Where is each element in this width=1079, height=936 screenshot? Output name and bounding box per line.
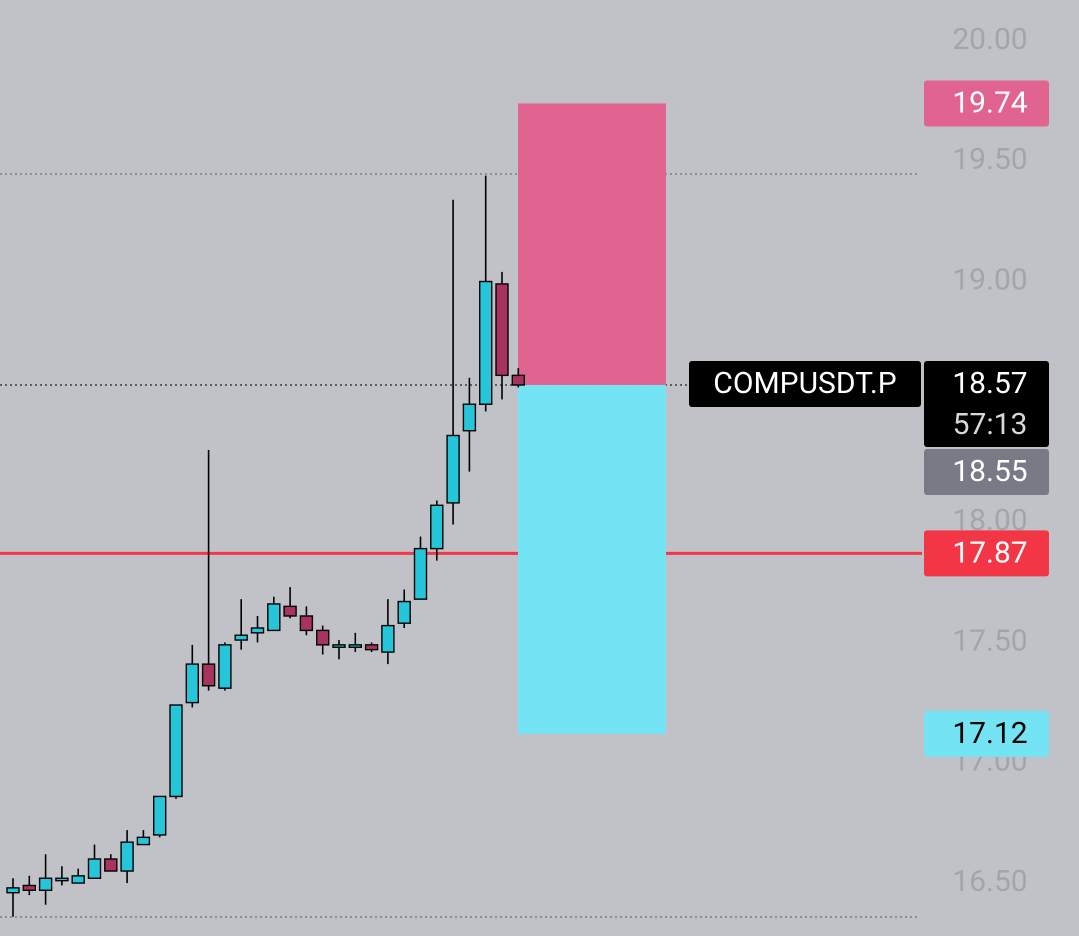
stop-zone — [518, 103, 666, 385]
candle-body — [218, 644, 232, 689]
candle-body — [120, 841, 134, 872]
candle-body — [316, 629, 330, 646]
y-tick-label: 19.00 — [952, 262, 1027, 297]
mark-price-label: 18.55 — [952, 454, 1027, 489]
candle-body — [136, 836, 151, 846]
candle-body — [413, 547, 428, 600]
mark-price-box — [924, 449, 1049, 495]
y-tick-label: 19.50 — [952, 142, 1027, 177]
candle-body — [430, 504, 444, 550]
candle-body — [201, 663, 216, 687]
position-tool — [518, 103, 666, 734]
candle-body — [6, 887, 20, 894]
y-tick-label: 16.50 — [952, 864, 1027, 899]
y-tick-label: 20.00 — [952, 22, 1027, 57]
stop-label-box — [924, 80, 1049, 127]
candle-body — [71, 875, 85, 884]
candle-body — [250, 627, 265, 634]
candle-body — [332, 644, 346, 648]
candle-body — [38, 877, 53, 891]
target-zone — [518, 384, 666, 734]
candle-body — [299, 615, 314, 632]
last-price-label: 18.57 — [952, 366, 1027, 401]
candles — [6, 175, 525, 917]
candle-body — [267, 603, 281, 632]
candle-body — [152, 795, 167, 836]
symbol-box — [689, 361, 921, 407]
candle-body — [364, 644, 379, 651]
y-tick-label: 17.50 — [952, 623, 1027, 658]
candle-body — [169, 704, 183, 798]
level-label-box — [924, 530, 1049, 577]
candle-body — [22, 884, 36, 891]
last-price-box — [924, 361, 1049, 447]
symbol-label: COMPUSDT.P — [713, 366, 896, 401]
candle-body — [495, 283, 509, 377]
candle-body — [479, 280, 493, 405]
candle-body — [104, 858, 118, 872]
candle-body — [446, 434, 460, 504]
level-label: 17.87 — [952, 535, 1027, 570]
candle-body — [185, 663, 200, 704]
stop-label: 19.74 — [952, 85, 1027, 120]
target-label: 17.12 — [952, 716, 1027, 751]
candle-body — [381, 624, 395, 653]
target-label-box — [924, 710, 1049, 757]
candle-body — [55, 877, 69, 882]
candle-body — [234, 634, 248, 641]
candle-body — [348, 644, 362, 648]
countdown-label: 57:13 — [953, 407, 1028, 442]
candle-body — [87, 858, 102, 879]
candle-body — [397, 600, 411, 624]
level-line-layer — [0, 384, 922, 555]
candle-body — [511, 374, 525, 386]
candle-body — [462, 403, 477, 432]
candle-body — [283, 605, 297, 617]
price-labels: 19.74 17.87 17.12 COMPUSDT.P 18.57 57:13 18.55 — [689, 80, 1049, 757]
